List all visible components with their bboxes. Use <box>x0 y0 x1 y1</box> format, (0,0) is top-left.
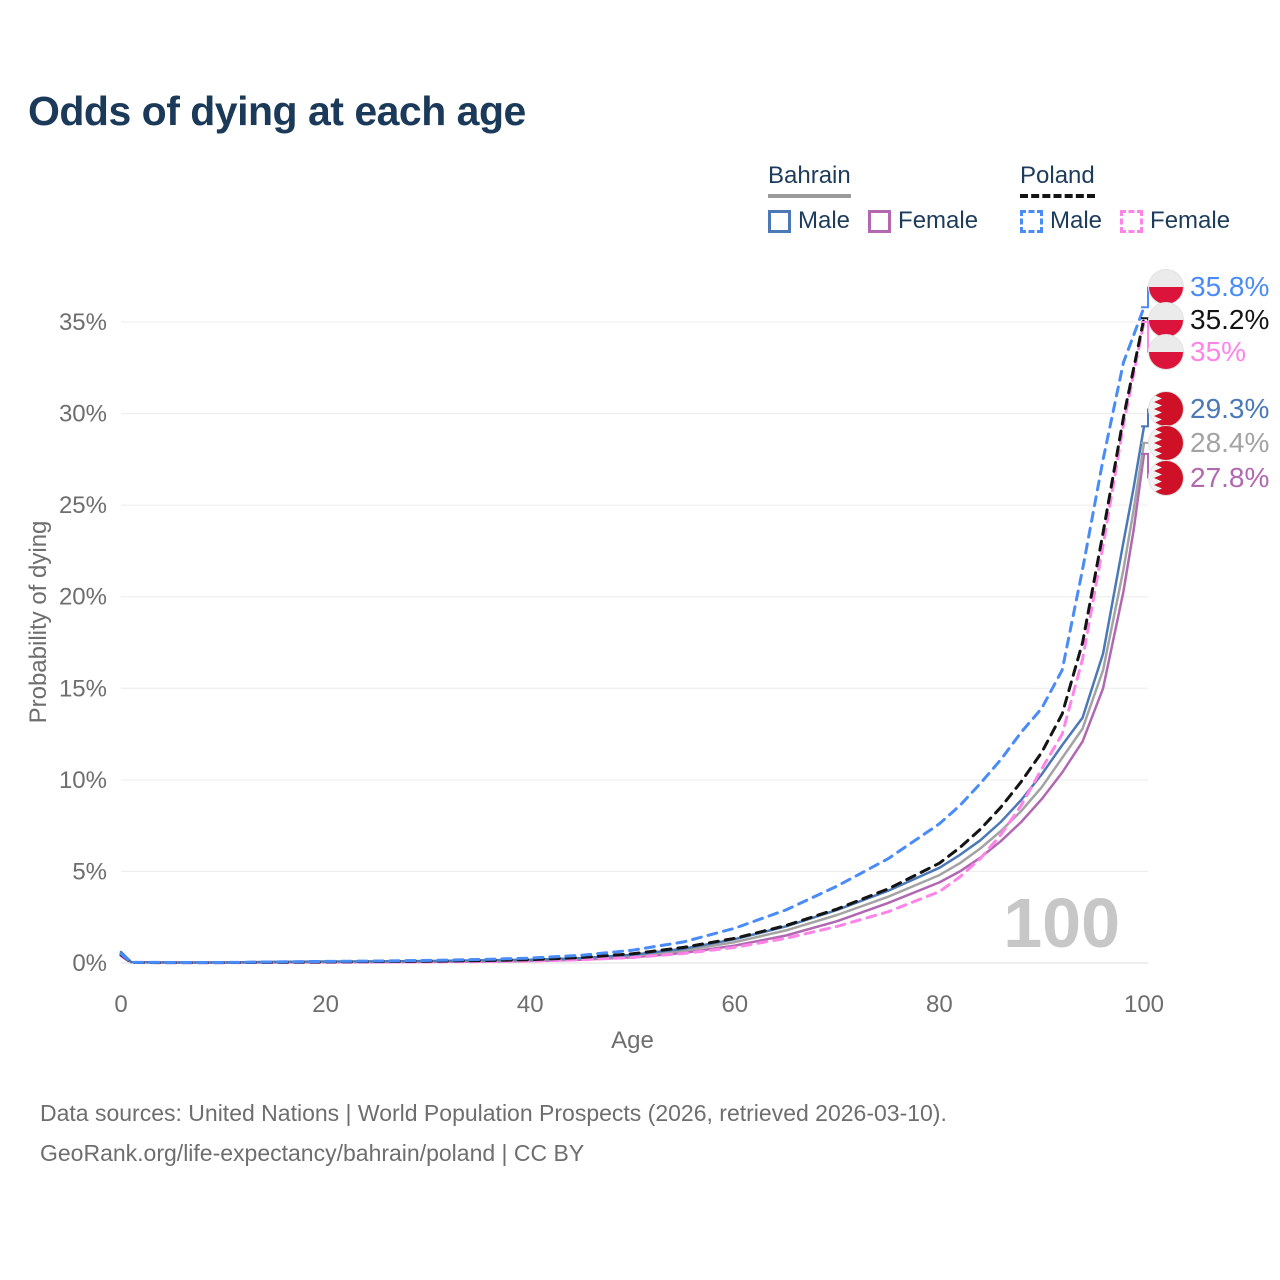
legend-country-poland: Poland <box>1020 162 1095 198</box>
watermark-age: 100 <box>1003 884 1120 962</box>
x-tick-label: 40 <box>517 991 544 1018</box>
page-title: Odds of dying at each age <box>28 88 526 134</box>
series-line-bahrain-both <box>119 441 1146 964</box>
source-line-2: GeoRank.org/life-expectancy/bahrain/pola… <box>40 1140 585 1166</box>
bahrain-female-swatch-icon <box>868 209 892 233</box>
y-tick-label: 10% <box>59 767 107 794</box>
poland-female-swatch-icon <box>1120 209 1144 233</box>
y-axis-title: Probability of dying <box>25 521 52 724</box>
bahrain-flag-icon <box>1148 391 1184 427</box>
y-tick-label: 20% <box>59 584 107 611</box>
legend-group-poland: Poland Male Female <box>1020 162 1230 235</box>
poland-flag-icon <box>1148 302 1184 338</box>
y-tick-label: 5% <box>72 858 107 885</box>
series-line-poland-both <box>119 316 1146 965</box>
legend-label: Female <box>898 207 979 234</box>
bahrain-flag-icon <box>1148 425 1184 461</box>
end-label-connector <box>1141 317 1149 321</box>
y-tick-label: 15% <box>59 675 107 702</box>
legend-item-poland-male[interactable]: Male <box>1020 207 1102 235</box>
x-tick-label: 80 <box>926 991 953 1018</box>
legend-label: Female <box>1150 207 1231 234</box>
end-value-label: 35% <box>1190 336 1246 367</box>
legend-item-bahrain-male[interactable]: Male <box>768 207 850 235</box>
x-axis-title: Age <box>611 1027 654 1054</box>
source-line-1: Data sources: United Nations | World Pop… <box>40 1100 947 1126</box>
bahrain-flag-icon <box>1148 460 1184 496</box>
legend-label: Male <box>1050 207 1103 234</box>
end-label-connector <box>1141 452 1149 479</box>
y-tick-label: 25% <box>59 492 107 519</box>
end-label-connector <box>1141 286 1149 309</box>
legend-item-bahrain-female[interactable]: Female <box>868 207 978 235</box>
end-label-connector <box>1141 321 1149 353</box>
series-line-bahrain-female <box>119 452 1146 964</box>
poland-flag-icon <box>1148 269 1184 305</box>
y-tick-label: 35% <box>59 309 107 336</box>
legend-label: Male <box>798 207 851 234</box>
flag-border <box>1148 334 1184 370</box>
end-label-connector <box>1141 408 1149 428</box>
x-tick-label: 0 <box>114 991 127 1018</box>
x-tick-label: 20 <box>312 991 339 1018</box>
flag-border <box>1148 460 1184 496</box>
series-line-poland-female <box>119 320 1146 965</box>
end-value-label: 28.4% <box>1190 427 1269 458</box>
bahrain-male-swatch-icon <box>768 209 791 233</box>
x-tick-label: 60 <box>721 991 748 1018</box>
y-tick-label: 0% <box>72 950 107 977</box>
x-tick-label: 100 <box>1124 991 1164 1018</box>
series-line-bahrain-male <box>119 425 1146 964</box>
legend-item-poland-female[interactable]: Female <box>1120 207 1230 235</box>
source-footer: Data sources: United Nations | World Pop… <box>40 1093 947 1173</box>
end-value-label: 27.8% <box>1190 462 1269 493</box>
legend-group-bahrain: Bahrain Male Female <box>768 162 978 235</box>
legend-country-bahrain: Bahrain <box>768 162 851 198</box>
end-value-label: 29.3% <box>1190 393 1269 424</box>
poland-male-swatch-icon <box>1020 209 1043 233</box>
poland-flag-icon <box>1148 334 1184 370</box>
end-value-label: 35.2% <box>1190 304 1269 335</box>
end-value-label: 35.8% <box>1190 271 1269 302</box>
series-line-poland-male <box>119 305 1146 964</box>
y-tick-label: 30% <box>59 401 107 428</box>
